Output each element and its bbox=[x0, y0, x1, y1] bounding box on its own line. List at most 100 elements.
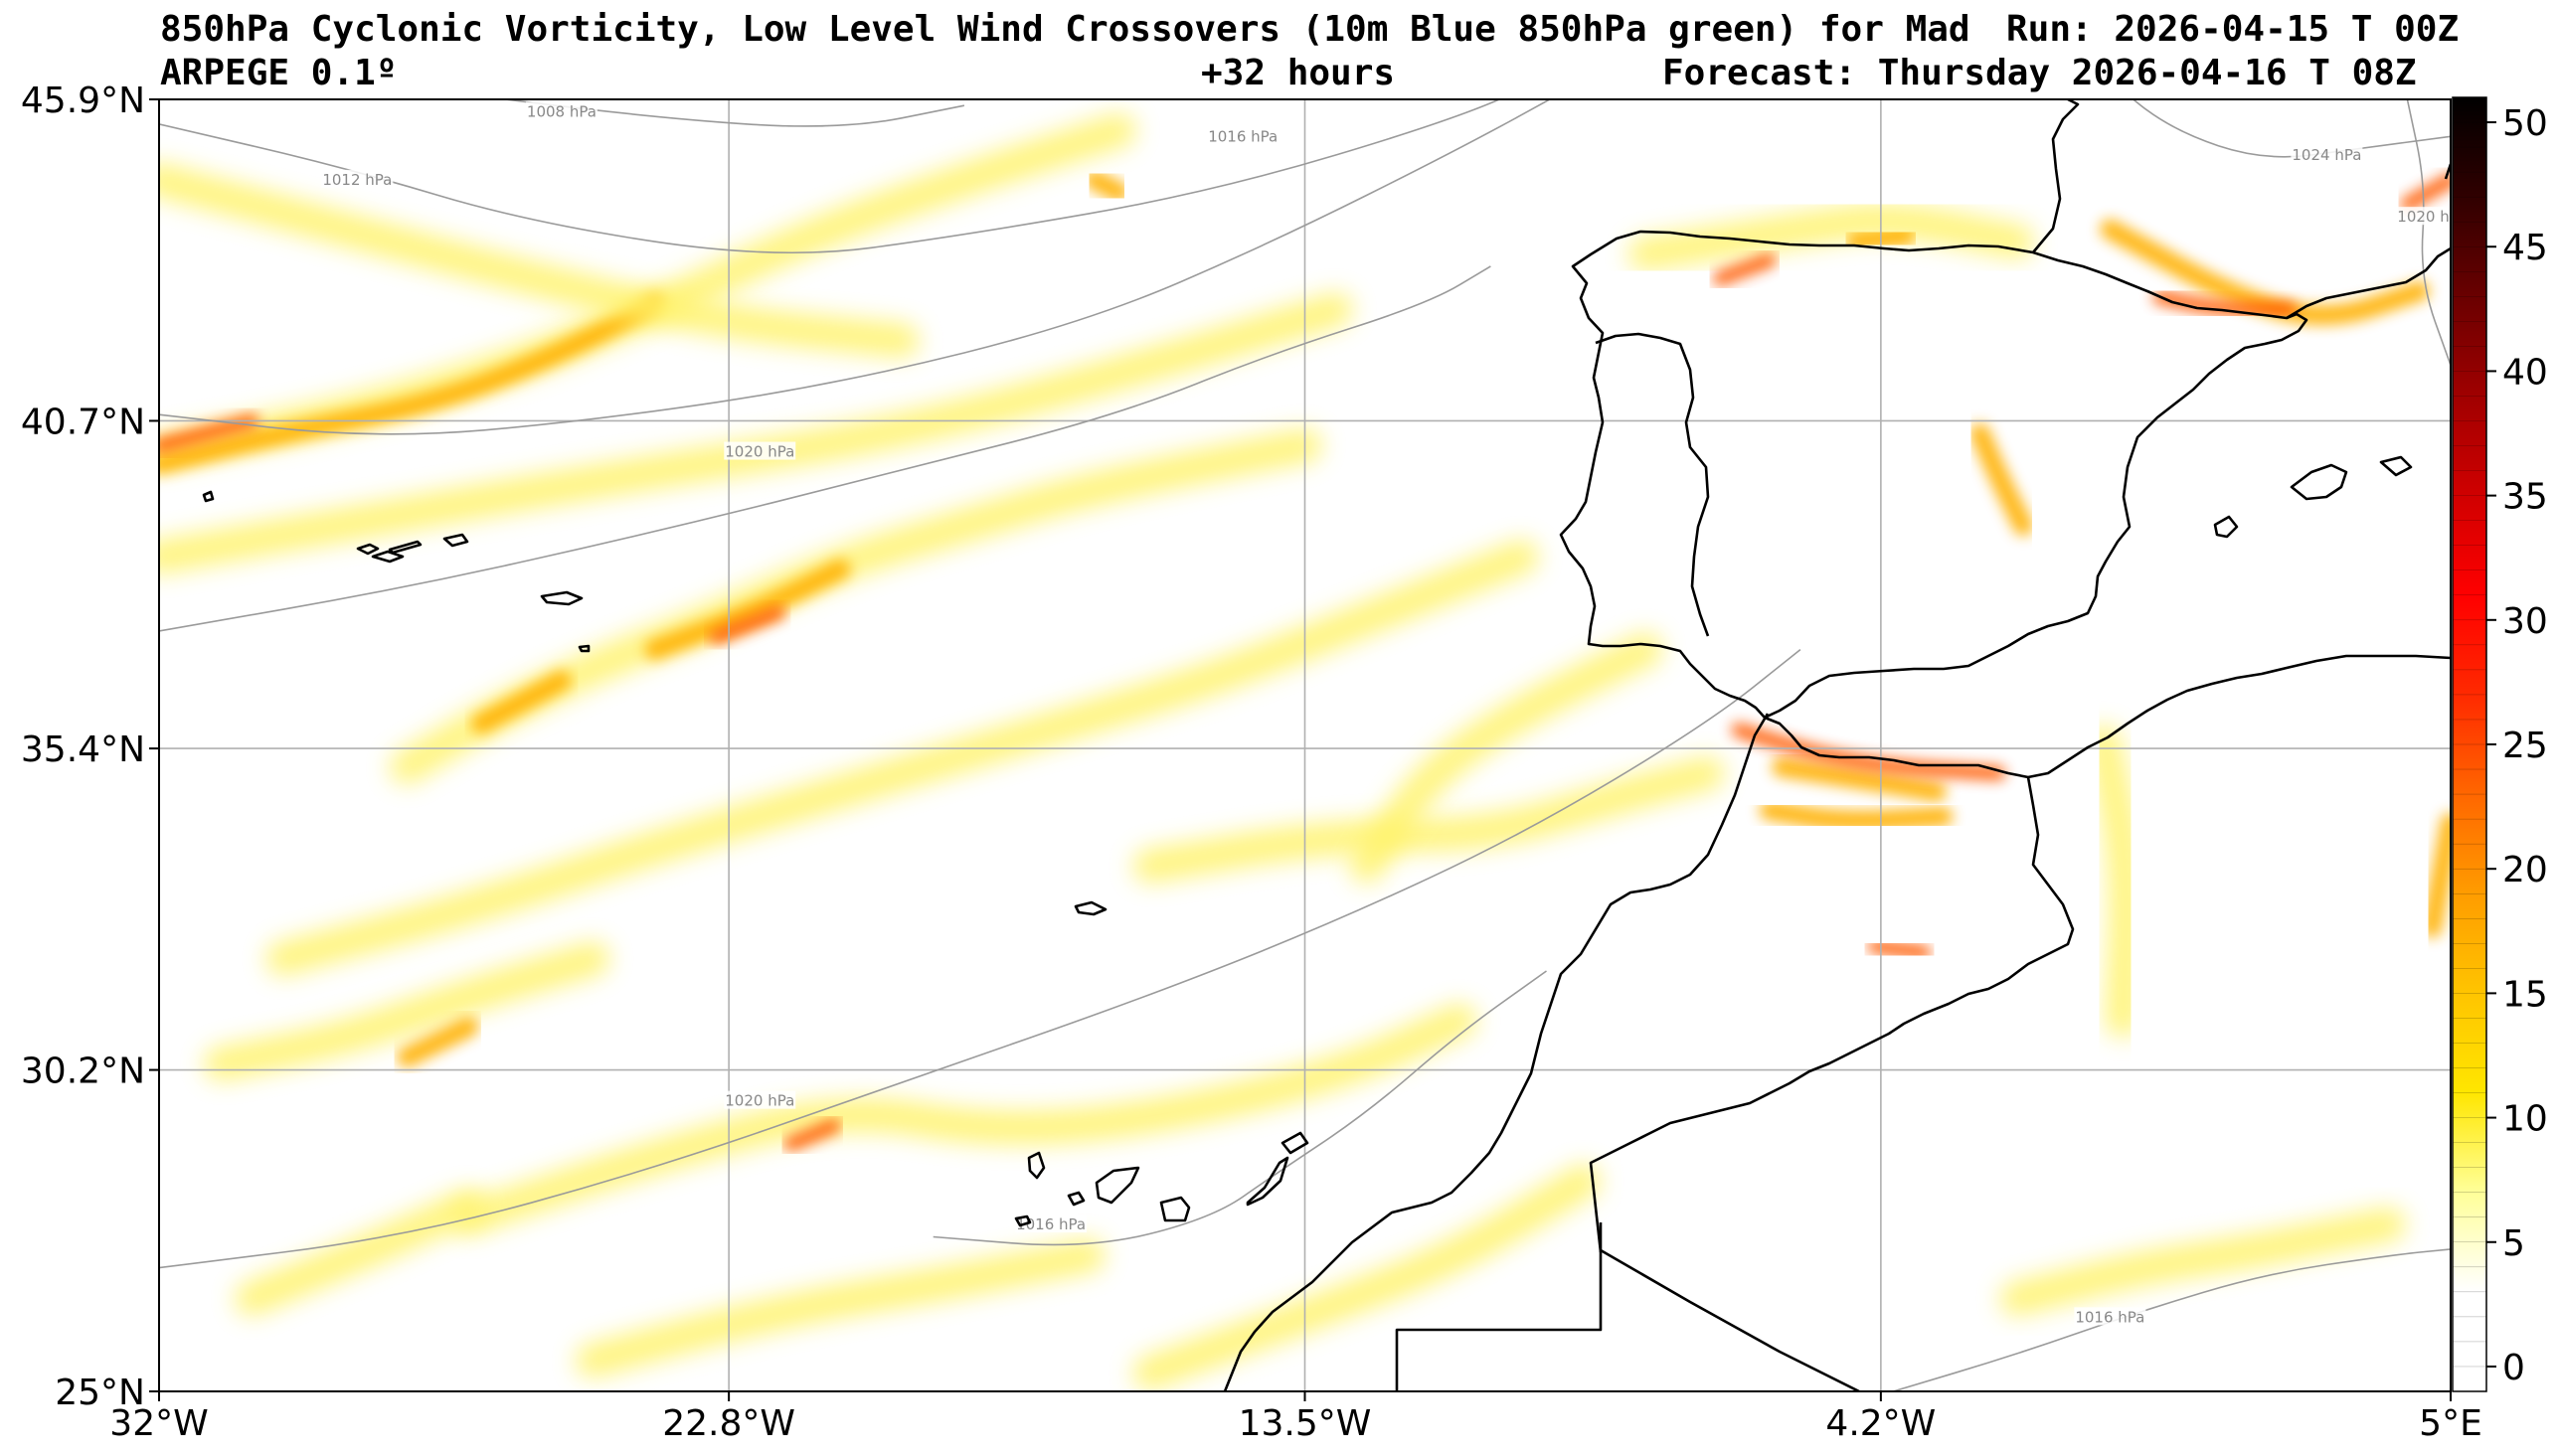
azores-island-4 bbox=[388, 540, 423, 555]
forecast-time: Forecast: Thursday 2026-04-16 T 08Z bbox=[1662, 53, 2417, 93]
morocco-algeria-border bbox=[1589, 776, 2075, 1253]
vorticity-band bbox=[644, 559, 851, 660]
gibraltar-strait bbox=[1764, 716, 2029, 779]
vorticity-band bbox=[1132, 756, 1725, 884]
isobar-label: 1016 hPa bbox=[1016, 1215, 1086, 1233]
isobar-line bbox=[159, 99, 1552, 435]
algeria-coastline bbox=[2027, 654, 2451, 779]
azores-island-7 bbox=[578, 644, 591, 653]
azores-island-3 bbox=[371, 550, 405, 564]
colorbar-tick-label: 25 bbox=[2502, 726, 2548, 766]
north-africa-coastline bbox=[1223, 713, 1770, 1391]
isobar-line bbox=[159, 265, 1491, 632]
lead-time: +32 hours bbox=[1201, 53, 1396, 93]
isobar-label-bg bbox=[2291, 144, 2363, 163]
vorticity-band bbox=[1867, 939, 1932, 960]
isobar-line bbox=[159, 99, 1502, 254]
canary-la-palma bbox=[1027, 1151, 1046, 1180]
azores-island-1 bbox=[202, 490, 215, 503]
isobar-label: 1020 hPa bbox=[2397, 208, 2467, 226]
vorticity-band bbox=[2087, 725, 2143, 1038]
vorticity-band bbox=[159, 293, 665, 474]
mauritania-mali-border bbox=[1600, 1248, 1860, 1391]
vorticity-band bbox=[783, 1118, 841, 1152]
coastlines bbox=[202, 99, 2451, 1391]
lon-tick-label: 5°E bbox=[2419, 1403, 2482, 1444]
isobar-label: 1024 hPa bbox=[2292, 146, 2361, 164]
canary-gomera bbox=[1067, 1191, 1086, 1207]
lon-tick-label: 13.5°W bbox=[1239, 1403, 1372, 1444]
colorbar-bar bbox=[2452, 96, 2487, 1392]
canary-hierro bbox=[1014, 1214, 1032, 1227]
lon-tick-label: 4.2°W bbox=[1825, 1403, 1936, 1444]
colorbar-tick-label: 40 bbox=[2502, 352, 2548, 393]
isobar-label-bg bbox=[525, 101, 597, 120]
isobar-label: 1012 hPa bbox=[322, 171, 392, 189]
lon-tick-label: 32°W bbox=[109, 1403, 208, 1444]
isobar-line bbox=[933, 970, 1547, 1246]
vorticity-band bbox=[451, 1003, 1477, 1235]
lon-tick-label: 22.8°W bbox=[662, 1403, 795, 1444]
isobar-label: 1016 hPa bbox=[2075, 1308, 2144, 1326]
isobar-line bbox=[1893, 1248, 2451, 1391]
western-sahara-border bbox=[1395, 1222, 1603, 1391]
vorticity-band bbox=[1772, 756, 1947, 802]
isobar-line bbox=[2406, 99, 2451, 366]
france-coastline bbox=[2032, 99, 2080, 253]
colorbar-tick-label: 5 bbox=[2502, 1223, 2525, 1264]
france-south-coast bbox=[2286, 246, 2451, 320]
axis-labels: 45.9°N 40.7°N 35.4°N 30.2°N 25°N32°W 22.8°W 13… bbox=[21, 81, 2482, 1444]
isobar-label: 1020 hPa bbox=[725, 1092, 794, 1110]
vorticity-band bbox=[265, 540, 1539, 976]
lat-tick-label: 40.7°N bbox=[21, 402, 145, 442]
vorticity-band bbox=[2422, 812, 2451, 938]
canary-tenerife bbox=[1095, 1166, 1140, 1205]
vorticity-band bbox=[576, 1238, 1106, 1377]
portugal-spain-border bbox=[1595, 332, 1710, 637]
iberia-coastline bbox=[1559, 230, 2308, 720]
isobar-label-bg bbox=[2396, 207, 2451, 226]
vorticity-band bbox=[1084, 169, 1129, 203]
lat-tick-label: 35.4°N bbox=[21, 729, 145, 770]
isobar-label-bg bbox=[724, 441, 796, 460]
vorticity-band bbox=[235, 1189, 486, 1316]
vorticity-band bbox=[2100, 219, 2430, 325]
colorbar-tick-label: 30 bbox=[2502, 601, 2548, 642]
canary-fuerteventura bbox=[1246, 1156, 1289, 1207]
vorticity-band bbox=[1712, 252, 1777, 286]
balearic-mallorca bbox=[2290, 463, 2348, 501]
vorticity-field bbox=[159, 113, 2451, 1390]
isobars: 1008 hPa 1012 hPa 1016 hPa 1020 hPa 1020 hPa… bbox=[159, 99, 2467, 1391]
colorbar-tick-label: 35 bbox=[2502, 477, 2548, 518]
lat-tick-label: 25°N bbox=[55, 1373, 145, 1413]
vorticity-band bbox=[470, 670, 572, 734]
vorticity-band bbox=[397, 1017, 479, 1068]
colorbar-level-lines bbox=[2453, 121, 2486, 1368]
isobar-label: 1008 hPa bbox=[527, 102, 597, 120]
lat-tick-label: 30.2°N bbox=[21, 1052, 145, 1092]
colorbar-tick-label: 0 bbox=[2502, 1348, 2525, 1388]
model-name: ARPEGE 0.1º bbox=[160, 53, 398, 93]
map-title: 850hPa Cyclonic Vorticity, Low Level Win… bbox=[160, 9, 1970, 50]
vorticity-band bbox=[1969, 422, 2034, 537]
isobar-label-bg bbox=[2074, 1307, 2146, 1326]
vorticity-band bbox=[204, 941, 610, 1081]
vorticity-band bbox=[1999, 1208, 2406, 1316]
canary-lanzarote bbox=[1280, 1131, 1309, 1155]
vorticity-band bbox=[2400, 172, 2451, 212]
balearic-ibiza bbox=[2213, 515, 2239, 539]
lat-tick-label: 45.9°N bbox=[21, 81, 145, 121]
colorbar-tick-label: 45 bbox=[2502, 228, 2548, 268]
canary-gran-canaria bbox=[1159, 1196, 1191, 1222]
colorbar-tick-label: 10 bbox=[2502, 1099, 2548, 1140]
colorbar-tick-label: 20 bbox=[2502, 850, 2548, 890]
vorticity-band bbox=[1628, 204, 2034, 271]
isobar-label-bg bbox=[1207, 126, 1280, 145]
isobar-label-bg bbox=[1015, 1214, 1088, 1233]
azores-island-2 bbox=[356, 543, 380, 556]
colorbar-ticks: 0 5 10 15 20 25 30 35 40 45 50 bbox=[2486, 103, 2548, 1388]
vorticity-band bbox=[1132, 1164, 1601, 1390]
colorbar: 0 5 10 15 20 25 30 35 40 45 50 bbox=[2452, 96, 2548, 1392]
run-time: Run: 2026-04-15 T 00Z bbox=[2006, 9, 2460, 50]
